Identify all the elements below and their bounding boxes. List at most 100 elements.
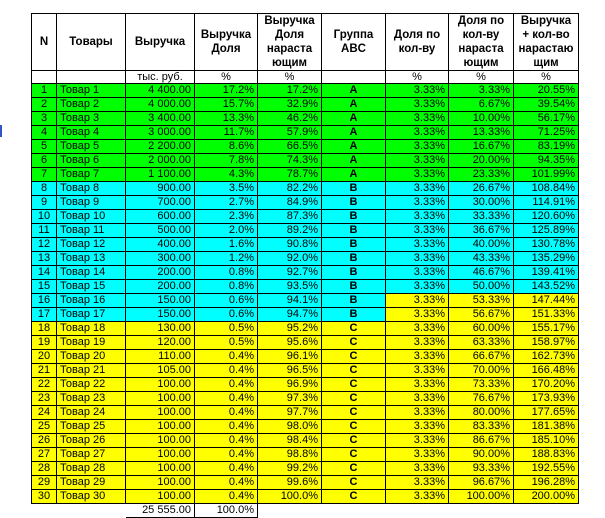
cell-revenue-cumulative[interactable]: 94.1% bbox=[257, 293, 322, 308]
cell-qty-cumulative[interactable]: 53.33% bbox=[448, 293, 514, 308]
cell-revenue-cumulative[interactable]: 84.9% bbox=[257, 195, 322, 210]
cell-revenue[interactable]: 150.00 bbox=[125, 307, 195, 322]
empty-cell[interactable] bbox=[385, 503, 449, 518]
cell-product[interactable]: Товар 3 bbox=[56, 111, 126, 126]
cell-qty-cumulative[interactable]: 83.33% bbox=[448, 419, 514, 434]
cell-qty-cumulative[interactable]: 73.33% bbox=[448, 377, 514, 392]
cell-qty-share[interactable]: 3.33% bbox=[385, 489, 449, 504]
cell-revenue-share[interactable]: 1.6% bbox=[194, 237, 258, 252]
cell-product[interactable]: Товар 22 bbox=[56, 377, 126, 392]
cell-qty-cumulative[interactable]: 13.33% bbox=[448, 125, 514, 140]
cell-qty-share[interactable]: 3.33% bbox=[385, 153, 449, 168]
header-n[interactable]: N bbox=[31, 13, 57, 71]
cell-abc-group[interactable]: B bbox=[321, 279, 386, 294]
cell-qty-share[interactable]: 3.33% bbox=[385, 111, 449, 126]
cell-product[interactable]: Товар 24 bbox=[56, 405, 126, 420]
cell-n[interactable]: 13 bbox=[31, 251, 57, 266]
cell-abc-group[interactable]: B bbox=[321, 223, 386, 238]
cell-revenue-share[interactable]: 0.5% bbox=[194, 335, 258, 350]
cell-revenue-plus-qty[interactable]: 177.65% bbox=[513, 405, 579, 420]
cell-revenue[interactable]: 100.00 bbox=[125, 377, 195, 392]
cell-n[interactable]: 20 bbox=[31, 349, 57, 364]
cell-product[interactable]: Товар 14 bbox=[56, 265, 126, 280]
unit-cell[interactable] bbox=[31, 70, 57, 84]
cell-revenue[interactable]: 100.00 bbox=[125, 433, 195, 448]
cell-qty-cumulative[interactable]: 40.00% bbox=[448, 237, 514, 252]
cell-product[interactable]: Товар 1 bbox=[56, 83, 126, 98]
cell-abc-group[interactable]: B bbox=[321, 237, 386, 252]
cell-product[interactable]: Товар 8 bbox=[56, 181, 126, 196]
cell-qty-share[interactable]: 3.33% bbox=[385, 461, 449, 476]
cell-revenue-plus-qty[interactable]: 143.52% bbox=[513, 279, 579, 294]
cell-product[interactable]: Товар 27 bbox=[56, 447, 126, 462]
cell-abc-group[interactable]: C bbox=[321, 405, 386, 420]
cell-n[interactable]: 7 bbox=[31, 167, 57, 182]
cell-abc-group[interactable]: A bbox=[321, 111, 386, 126]
cell-abc-group[interactable]: C bbox=[321, 321, 386, 336]
cell-qty-cumulative[interactable]: 16.67% bbox=[448, 139, 514, 154]
cell-n[interactable]: 16 bbox=[31, 293, 57, 308]
cell-revenue[interactable]: 100.00 bbox=[125, 475, 195, 490]
cell-product[interactable]: Товар 23 bbox=[56, 391, 126, 406]
cell-abc-group[interactable]: A bbox=[321, 139, 386, 154]
cell-qty-share[interactable]: 3.33% bbox=[385, 307, 449, 322]
cell-revenue-share[interactable]: 0.4% bbox=[194, 391, 258, 406]
cell-revenue-share[interactable]: 3.5% bbox=[194, 181, 258, 196]
cell-revenue-cumulative[interactable]: 100.0% bbox=[257, 489, 322, 504]
cell-revenue-plus-qty[interactable]: 139.41% bbox=[513, 265, 579, 280]
cell-product[interactable]: Товар 25 bbox=[56, 419, 126, 434]
cell-n[interactable]: 26 bbox=[31, 433, 57, 448]
cell-product[interactable]: Товар 20 bbox=[56, 349, 126, 364]
cell-revenue-plus-qty[interactable]: 200.00% bbox=[513, 489, 579, 504]
cell-abc-group[interactable]: A bbox=[321, 97, 386, 112]
cell-qty-cumulative[interactable]: 66.67% bbox=[448, 349, 514, 364]
cell-revenue-share[interactable]: 0.4% bbox=[194, 433, 258, 448]
cell-product[interactable]: Товар 2 bbox=[56, 97, 126, 112]
cell-n[interactable]: 4 bbox=[31, 125, 57, 140]
cell-product[interactable]: Товар 10 bbox=[56, 209, 126, 224]
cell-n[interactable]: 27 bbox=[31, 447, 57, 462]
cell-revenue-plus-qty[interactable]: 135.29% bbox=[513, 251, 579, 266]
cell-qty-share[interactable]: 3.33% bbox=[385, 475, 449, 490]
cell-qty-cumulative[interactable]: 26.67% bbox=[448, 181, 514, 196]
header-qty-share[interactable]: Доля по кол-ву bbox=[385, 13, 449, 71]
unit-cell[interactable]: % bbox=[513, 70, 579, 84]
cell-qty-share[interactable]: 3.33% bbox=[385, 181, 449, 196]
cell-abc-group[interactable]: B bbox=[321, 195, 386, 210]
cell-qty-cumulative[interactable]: 6.67% bbox=[448, 97, 514, 112]
cell-n[interactable]: 14 bbox=[31, 265, 57, 280]
cell-revenue-share[interactable]: 2.7% bbox=[194, 195, 258, 210]
cell-revenue-share[interactable]: 11.7% bbox=[194, 125, 258, 140]
cell-n[interactable]: 24 bbox=[31, 405, 57, 420]
cell-revenue-share[interactable]: 0.4% bbox=[194, 447, 258, 462]
cell-revenue-plus-qty[interactable]: 94.35% bbox=[513, 153, 579, 168]
cell-qty-share[interactable]: 3.33% bbox=[385, 419, 449, 434]
cell-n[interactable]: 19 bbox=[31, 335, 57, 350]
cell-revenue[interactable]: 100.00 bbox=[125, 489, 195, 504]
empty-cell[interactable] bbox=[448, 503, 514, 518]
cell-n[interactable]: 1 bbox=[31, 83, 57, 98]
cell-revenue-share[interactable]: 0.8% bbox=[194, 265, 258, 280]
cell-revenue-plus-qty[interactable]: 170.20% bbox=[513, 377, 579, 392]
cell-product[interactable]: Товар 18 bbox=[56, 321, 126, 336]
cell-revenue-cumulative[interactable]: 98.0% bbox=[257, 419, 322, 434]
cell-revenue-share[interactable]: 0.4% bbox=[194, 475, 258, 490]
cell-n[interactable]: 11 bbox=[31, 223, 57, 238]
cell-qty-cumulative[interactable]: 56.67% bbox=[448, 307, 514, 322]
cell-revenue-share[interactable]: 15.7% bbox=[194, 97, 258, 112]
cell-revenue-cumulative[interactable]: 57.9% bbox=[257, 125, 322, 140]
cell-qty-share[interactable]: 3.33% bbox=[385, 405, 449, 420]
cell-revenue-plus-qty[interactable]: 114.91% bbox=[513, 195, 579, 210]
cell-abc-group[interactable]: B bbox=[321, 293, 386, 308]
cell-n[interactable]: 15 bbox=[31, 279, 57, 294]
header-products[interactable]: Товары bbox=[56, 13, 126, 71]
cell-revenue-cumulative[interactable]: 92.0% bbox=[257, 251, 322, 266]
cell-revenue[interactable]: 300.00 bbox=[125, 251, 195, 266]
cell-abc-group[interactable]: C bbox=[321, 433, 386, 448]
cell-revenue-plus-qty[interactable]: 151.33% bbox=[513, 307, 579, 322]
cell-revenue-plus-qty[interactable]: 147.44% bbox=[513, 293, 579, 308]
cell-n[interactable]: 9 bbox=[31, 195, 57, 210]
cell-revenue-share[interactable]: 4.3% bbox=[194, 167, 258, 182]
cell-revenue-share[interactable]: 0.4% bbox=[194, 405, 258, 420]
cell-abc-group[interactable]: C bbox=[321, 461, 386, 476]
